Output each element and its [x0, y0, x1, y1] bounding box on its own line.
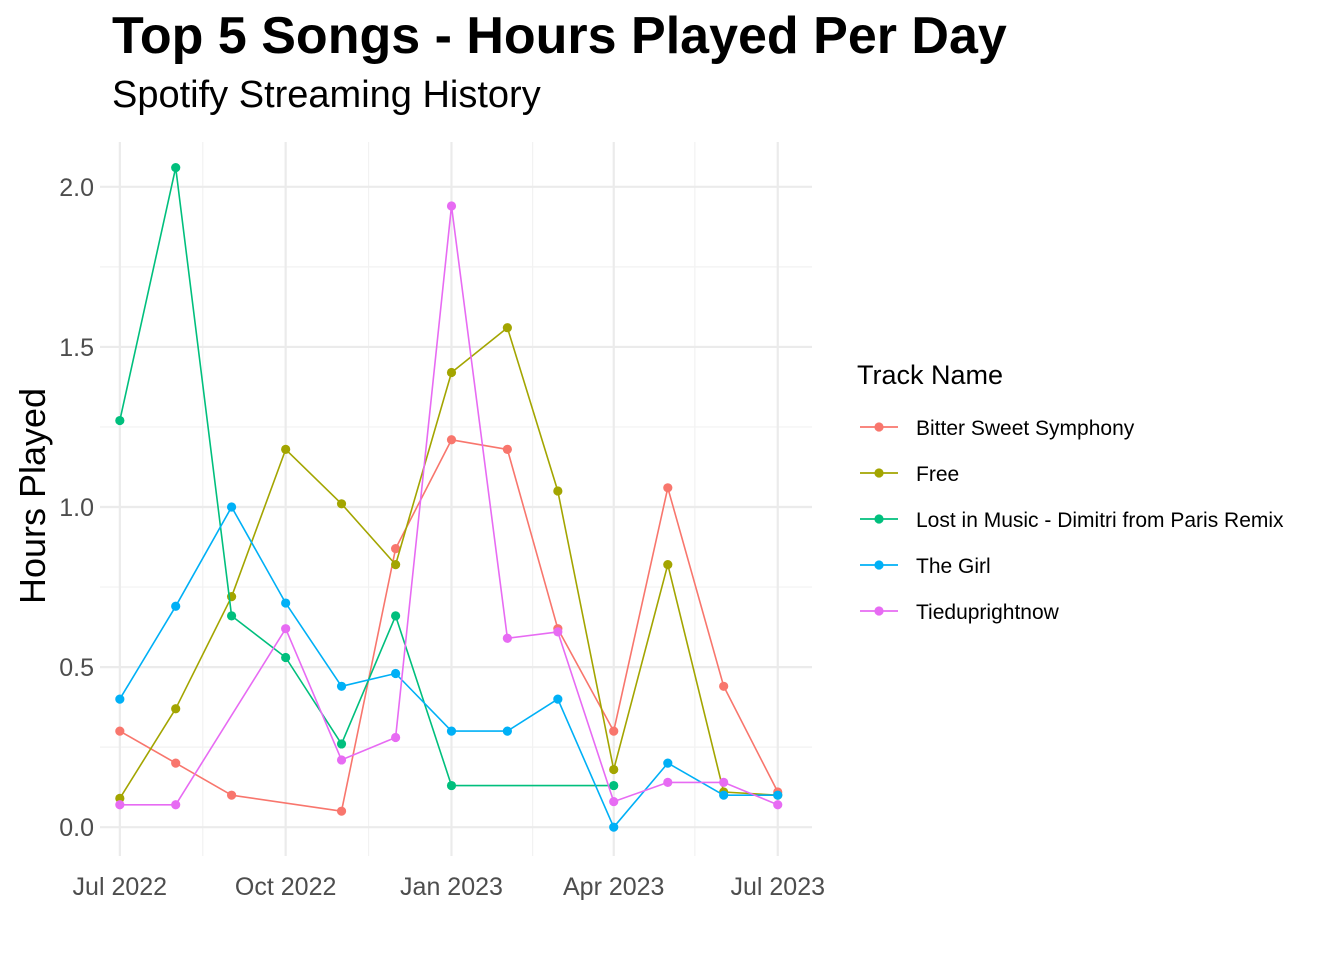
legend-key-point [874, 606, 884, 616]
data-point-free-10 [663, 560, 673, 570]
data-point-the-girl-3 [281, 598, 291, 608]
chart-title: Top 5 Songs - Hours Played Per Day [112, 7, 1007, 65]
data-point-tieduprightnow-0 [115, 800, 125, 810]
data-point-tieduprightnow-2 [281, 624, 291, 634]
data-point-tieduprightnow-5 [446, 201, 457, 211]
data-point-free-6 [446, 367, 457, 378]
x-axis: Jul 2022 Oct 2022 Jan 2023 Apr 2023 Jul 2023 [73, 873, 825, 901]
data-point-free-0 [115, 793, 125, 803]
y-tick-label-2: 1.0 [59, 494, 94, 522]
series-lost-in-music-dimitri-from-paris-remix [115, 163, 619, 791]
data-point-free-5 [391, 560, 401, 570]
x-tick-label-1: Oct 2022 [235, 873, 336, 901]
legend-item-bitter-sweet-symphony: Bitter Sweet Symphony [860, 417, 1135, 440]
series-tieduprightnow [115, 201, 783, 810]
data-point-free-9 [609, 764, 619, 775]
data-point-bitter-sweet-symphony-9 [663, 483, 673, 493]
data-point-tieduprightnow-1 [171, 800, 181, 810]
data-point-tieduprightnow-10 [719, 777, 729, 787]
x-tick-label-3: Apr 2023 [563, 873, 664, 901]
legend-item-tieduprightnow: Tieduprightnow [860, 601, 1060, 624]
data-point-the-girl-1 [171, 601, 181, 611]
data-point-the-girl-0 [115, 694, 125, 704]
data-point-the-girl-8 [553, 694, 563, 704]
y-tick-label-1: 0.5 [59, 654, 94, 682]
data-point-bitter-sweet-symphony-8 [609, 726, 619, 736]
data-point-lost-in-music-dimitri-from-paris-remix-3 [281, 652, 291, 663]
series-the-girl [115, 502, 783, 832]
data-point-tieduprightnow-11 [773, 800, 783, 810]
data-point-bitter-sweet-symphony-5 [446, 435, 457, 445]
data-point-tieduprightnow-7 [553, 627, 563, 637]
data-point-free-7 [502, 323, 512, 333]
legend-title: Track Name [857, 360, 1003, 390]
data-point-free-3 [281, 444, 291, 454]
y-tick-label-4: 2.0 [59, 174, 94, 202]
data-point-the-girl-4 [336, 681, 347, 691]
x-tick-label-0: Jul 2022 [73, 873, 168, 901]
data-point-bitter-sweet-symphony-1 [171, 758, 181, 768]
data-point-tieduprightnow-3 [336, 755, 347, 765]
data-point-free-1 [171, 704, 181, 714]
y-tick-label-0: 0.0 [59, 814, 94, 842]
x-tick-label-2: Jan 2023 [400, 873, 503, 901]
data-point-lost-in-music-dimitri-from-paris-remix-0 [115, 415, 125, 426]
data-point-bitter-sweet-symphony-10 [719, 681, 729, 691]
data-point-free-8 [553, 486, 563, 496]
legend-item-lost-in-music-dimitri-from-paris-remix: Lost in Music - Dimitri from Paris Remix [860, 509, 1284, 532]
legend-label: Free [916, 463, 959, 486]
legend-item-free: Free [860, 463, 959, 486]
data-point-the-girl-11 [719, 790, 729, 800]
data-point-tieduprightnow-6 [502, 633, 512, 643]
legend-label: Bitter Sweet Symphony [916, 417, 1135, 440]
legend: Track Name Bitter Sweet Symphony Free Lost… [857, 360, 1284, 624]
data-point-lost-in-music-dimitri-from-paris-remix-5 [391, 611, 401, 621]
y-tick-label-3: 1.5 [59, 334, 94, 362]
data-point-the-girl-9 [609, 822, 619, 832]
data-point-bitter-sweet-symphony-3 [336, 806, 347, 816]
x-tick-label-4: Jul 2023 [730, 873, 825, 901]
gridlines [100, 142, 812, 856]
data-point-the-girl-12 [773, 790, 783, 800]
data-point-tieduprightnow-4 [391, 732, 401, 743]
series-lines [115, 163, 783, 832]
y-axis-title: Hours Played [12, 388, 53, 604]
series-line-bitter-sweet-symphony [119, 438, 779, 813]
data-point-bitter-sweet-symphony-6 [502, 444, 512, 454]
legend-item-the-girl: The Girl [860, 555, 991, 578]
data-point-the-girl-10 [663, 758, 673, 768]
data-point-the-girl-2 [226, 502, 237, 512]
data-point-tieduprightnow-9 [663, 777, 673, 787]
legend-key-point [874, 560, 884, 570]
legend-key-point [874, 422, 884, 432]
data-point-tieduprightnow-8 [609, 796, 619, 807]
legend-label: The Girl [916, 555, 991, 578]
legend-key-point [874, 514, 884, 524]
data-point-the-girl-6 [446, 726, 457, 736]
data-point-bitter-sweet-symphony-2 [226, 790, 237, 800]
data-point-bitter-sweet-symphony-4 [391, 544, 401, 554]
data-point-the-girl-7 [502, 726, 512, 736]
chart-subtitle: Spotify Streaming History [112, 74, 541, 116]
data-point-lost-in-music-dimitri-from-paris-remix-1 [171, 163, 181, 173]
legend-label: Tieduprightnow [916, 601, 1060, 624]
y-axis: 0.0 0.5 1.0 1.5 2.0 [59, 174, 94, 842]
data-point-lost-in-music-dimitri-from-paris-remix-6 [446, 780, 457, 791]
series-line-lost-in-music-dimitri-from-paris-remix [119, 166, 614, 787]
data-point-lost-in-music-dimitri-from-paris-remix-4 [336, 739, 347, 749]
data-point-bitter-sweet-symphony-0 [115, 726, 125, 736]
data-point-lost-in-music-dimitri-from-paris-remix-7 [609, 780, 619, 791]
data-point-lost-in-music-dimitri-from-paris-remix-2 [226, 611, 237, 621]
legend-label: Lost in Music - Dimitri from Paris Remix [916, 509, 1284, 532]
data-point-the-girl-5 [391, 668, 401, 679]
series-line-tieduprightnow [119, 205, 779, 806]
data-point-free-4 [336, 499, 347, 509]
legend-key-point [874, 468, 884, 478]
